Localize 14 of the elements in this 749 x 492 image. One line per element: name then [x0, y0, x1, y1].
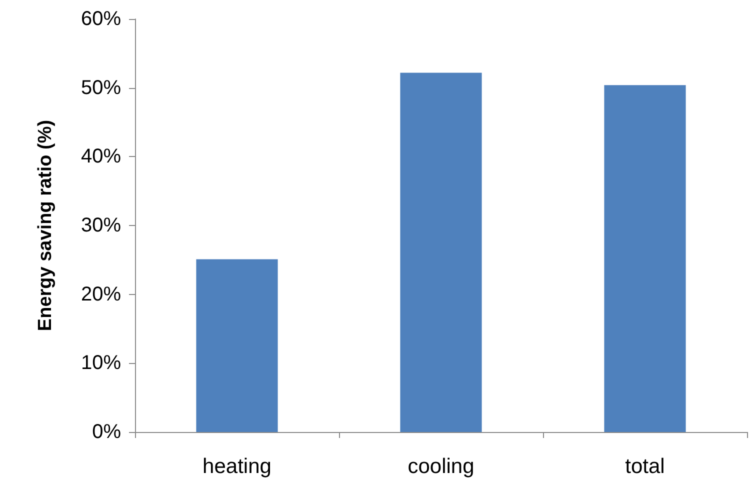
y-tick-label: 20% [80, 283, 122, 306]
y-tick-label: 60% [80, 8, 122, 30]
x-tick-label: total [625, 455, 665, 478]
bar [400, 72, 482, 432]
bar [196, 259, 278, 432]
y-tick-label: 10% [80, 352, 122, 374]
x-tick-label: cooling [408, 455, 474, 478]
y-tick-label: 40% [80, 146, 122, 168]
x-tick-label: heating [202, 455, 272, 478]
y-axis-title: Energy saving ratio (%) [35, 120, 56, 332]
y-tick-label: 30% [80, 214, 122, 236]
y-tick-label: 50% [80, 76, 122, 99]
bar [604, 85, 686, 432]
y-tick-label: 0% [92, 421, 122, 443]
